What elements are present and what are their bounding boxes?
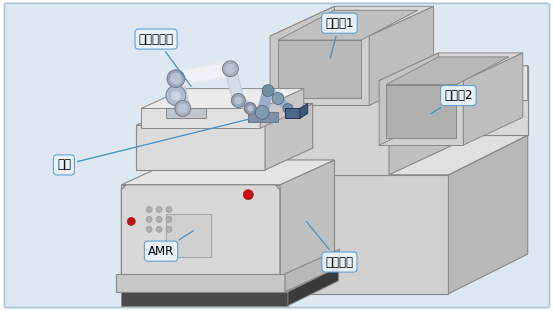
Polygon shape xyxy=(379,53,523,81)
Circle shape xyxy=(247,105,253,111)
Polygon shape xyxy=(270,36,369,105)
Circle shape xyxy=(167,70,185,88)
Polygon shape xyxy=(265,104,312,170)
Circle shape xyxy=(243,190,253,200)
Polygon shape xyxy=(463,66,528,135)
Circle shape xyxy=(223,61,238,77)
Circle shape xyxy=(272,93,284,104)
Circle shape xyxy=(166,207,172,212)
Text: 原料框2: 原料框2 xyxy=(431,89,473,114)
Circle shape xyxy=(175,100,191,116)
Text: 成品料框: 成品料框 xyxy=(306,221,353,268)
FancyBboxPatch shape xyxy=(4,3,550,308)
Polygon shape xyxy=(265,135,528,175)
Circle shape xyxy=(244,103,256,114)
Polygon shape xyxy=(265,66,463,100)
Polygon shape xyxy=(265,175,448,294)
Polygon shape xyxy=(278,40,361,98)
Circle shape xyxy=(156,226,162,232)
Polygon shape xyxy=(141,109,260,128)
Polygon shape xyxy=(285,249,340,292)
Polygon shape xyxy=(463,53,523,145)
Circle shape xyxy=(255,105,269,119)
Circle shape xyxy=(283,104,293,114)
Polygon shape xyxy=(116,274,285,292)
Polygon shape xyxy=(248,112,278,122)
Circle shape xyxy=(232,94,245,107)
Polygon shape xyxy=(448,135,528,294)
Circle shape xyxy=(166,216,172,222)
Polygon shape xyxy=(278,10,418,40)
Polygon shape xyxy=(121,292,288,306)
Circle shape xyxy=(146,226,152,232)
Polygon shape xyxy=(265,66,528,135)
Polygon shape xyxy=(265,66,528,100)
Polygon shape xyxy=(121,160,335,185)
Polygon shape xyxy=(136,104,312,125)
Polygon shape xyxy=(389,66,528,100)
Polygon shape xyxy=(386,85,456,138)
Polygon shape xyxy=(285,109,300,118)
Polygon shape xyxy=(166,215,211,257)
Polygon shape xyxy=(369,6,434,105)
Circle shape xyxy=(171,91,181,100)
Polygon shape xyxy=(280,160,335,284)
Polygon shape xyxy=(389,100,528,135)
Polygon shape xyxy=(270,6,335,105)
Circle shape xyxy=(234,96,242,104)
Circle shape xyxy=(146,216,152,222)
Circle shape xyxy=(156,216,162,222)
Circle shape xyxy=(166,226,172,232)
Circle shape xyxy=(127,217,135,225)
Polygon shape xyxy=(379,53,439,145)
Circle shape xyxy=(146,207,152,212)
Polygon shape xyxy=(121,185,280,284)
Polygon shape xyxy=(141,89,304,109)
Polygon shape xyxy=(166,109,206,118)
Circle shape xyxy=(225,64,235,74)
Circle shape xyxy=(166,86,186,105)
Polygon shape xyxy=(265,100,389,175)
Text: 抓手: 抓手 xyxy=(57,119,249,171)
Polygon shape xyxy=(386,57,509,85)
Polygon shape xyxy=(288,267,338,306)
Polygon shape xyxy=(270,6,434,36)
Polygon shape xyxy=(136,125,265,170)
Text: 协作机器人: 协作机器人 xyxy=(138,33,191,86)
Circle shape xyxy=(178,104,188,114)
Circle shape xyxy=(262,85,274,96)
Polygon shape xyxy=(260,89,304,128)
Polygon shape xyxy=(379,81,463,145)
Circle shape xyxy=(170,73,182,85)
Polygon shape xyxy=(121,185,280,284)
Circle shape xyxy=(156,207,162,212)
Text: 原料框1: 原料框1 xyxy=(325,17,353,58)
Polygon shape xyxy=(300,104,307,118)
Polygon shape xyxy=(389,66,463,175)
Text: AMR: AMR xyxy=(148,231,193,258)
